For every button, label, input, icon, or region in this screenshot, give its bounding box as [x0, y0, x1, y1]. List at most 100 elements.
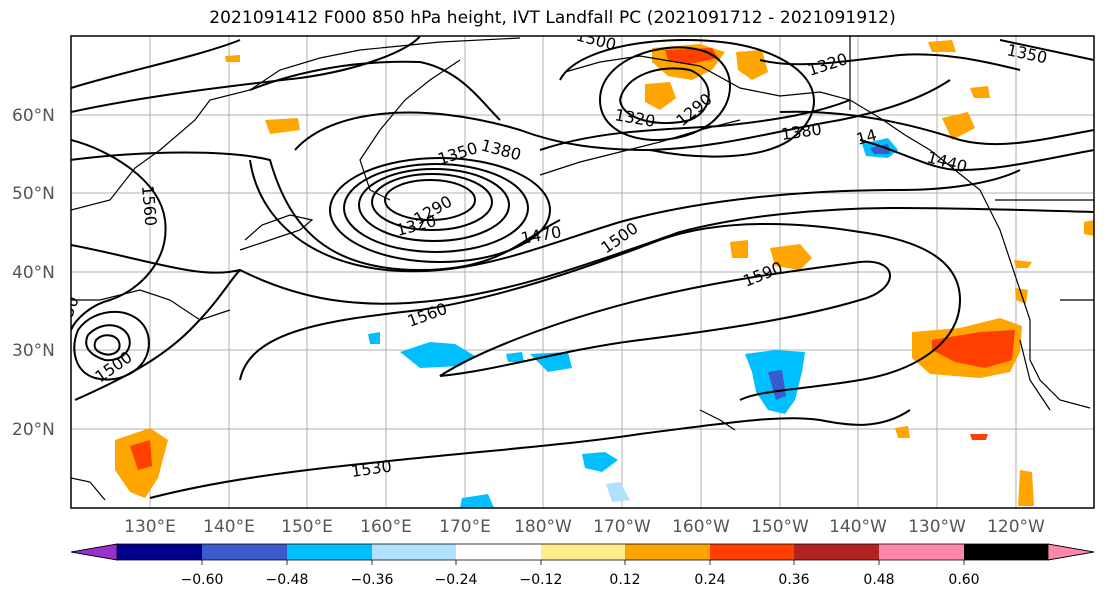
lon-label: 120°W — [987, 517, 1045, 537]
ivt-positive-small-2 — [1014, 260, 1032, 268]
contour-1560 — [239, 222, 962, 401]
ivt-negative-midpac-3 — [506, 352, 524, 362]
coast-hawaii — [699, 409, 736, 431]
coast-korea-china — [71, 289, 231, 321]
ivt-positive-small-7 — [225, 55, 240, 62]
ivt-positive-baja — [1018, 470, 1034, 506]
lon-label: 150°W — [751, 517, 809, 537]
coast-japan — [239, 214, 314, 251]
colorbar-extend-left — [70, 543, 118, 561]
contour-typhoon-2 — [93, 334, 121, 356]
latitude-labels: 60°N 50°N 40°N 30°N 20°N — [12, 106, 55, 440]
lon-label: 150°E — [281, 517, 333, 537]
contour-1440 — [859, 139, 1094, 172]
colorbar-tick-label: −0.60 — [181, 572, 224, 588]
ivt-negative-central-core — [768, 370, 786, 400]
colorbar-swatch — [794, 544, 879, 560]
coast-baja — [1019, 339, 1051, 411]
contour-1590 — [439, 260, 891, 377]
contour-1350-arctic — [999, 39, 1094, 61]
colorbar-swatch — [456, 544, 541, 560]
map-frame — [70, 35, 1095, 509]
coast-aleutians — [539, 119, 741, 176]
colorbar-swatch — [964, 544, 1048, 560]
lat-label: 40°N — [12, 263, 55, 283]
coast-philippines — [71, 477, 106, 501]
lat-label: 50°N — [12, 184, 55, 204]
colorbar-swatch — [710, 544, 794, 560]
lat-label: 20°N — [12, 420, 55, 440]
colorbar-tick-label: −0.24 — [435, 572, 478, 588]
contour-1320-arctic — [759, 53, 1021, 71]
contour-low-core-1 — [384, 179, 476, 221]
contour-1560-west — [71, 139, 167, 331]
lon-label: 160°E — [360, 517, 412, 537]
ivt-negative-south-2 — [460, 494, 494, 508]
lon-label: 180°W — [514, 517, 572, 537]
colorbar-outline — [70, 543, 1095, 561]
colorbar-tick-label: −0.12 — [520, 572, 563, 588]
contour-label: 14 — [854, 125, 879, 149]
coast-alaska — [564, 55, 991, 211]
contour-low-core-4 — [343, 163, 529, 253]
ivt-negative-south-3 — [606, 482, 630, 502]
colorbar-tick-label: 0.24 — [694, 572, 725, 588]
lon-label: 160°W — [672, 517, 730, 537]
colorbar-tick-label: 0.48 — [863, 572, 894, 588]
contour-1500 — [71, 206, 1094, 305]
lat-label: 30°N — [12, 341, 55, 361]
ivt-shading — [115, 40, 1094, 508]
ivt-negative-gulf-alaska-core — [870, 144, 890, 154]
colorbar-swatch — [372, 544, 456, 560]
ivt-negative-south-1 — [582, 452, 618, 472]
ivt-positive-gulf-alaska-east — [942, 112, 975, 140]
ivt-positive-central-north — [770, 244, 812, 270]
contour-typhoon — [85, 324, 131, 362]
contour-1350-north — [559, 39, 815, 158]
contour-low-core-2 — [371, 173, 493, 231]
lon-label: 140°E — [203, 517, 255, 537]
height-contours — [71, 36, 1094, 499]
lon-label: 170°W — [593, 517, 651, 537]
map-panel[interactable]: 1350 1380 1320 1290 1470 1500 1560 1590 … — [58, 26, 1095, 509]
ivt-positive-small-6 — [970, 434, 988, 440]
contour-label: 1560 — [138, 185, 160, 227]
ivt-negative-midpac-1 — [400, 342, 475, 368]
colorbar-swatch — [287, 544, 372, 560]
colorbar-tick-label: 0.36 — [778, 572, 809, 588]
longitude-labels: 130°E 140°E 150°E 160°E 170°E 180°W 170°… — [124, 517, 1045, 537]
contour-1500-south — [74, 269, 241, 401]
colorbar-tick-label: −0.48 — [266, 572, 309, 588]
ivt-strong-west-pacific — [130, 440, 152, 470]
colorbar-extend-right — [1047, 543, 1095, 561]
contour-label: 50 — [58, 294, 83, 320]
contour-typhoon-3 — [73, 310, 150, 381]
ivt-negative-small-1 — [368, 332, 380, 344]
colorbar-swatch — [625, 544, 710, 560]
contour-1410 — [71, 151, 561, 272]
ivt-positive-small-5 — [970, 86, 990, 98]
colorbar: −0.60 −0.48 −0.36 −0.24 −0.12 0.12 0.24 … — [70, 543, 1095, 588]
contour-1290-alaska — [618, 67, 710, 124]
colorbar-tick-label: −0.36 — [351, 572, 394, 588]
coastlines — [71, 36, 1094, 501]
colorbar-swatch — [202, 544, 287, 560]
colorbar-swatch — [117, 544, 202, 560]
contour-low-core-5 — [329, 157, 551, 263]
ivt-positive-bering-south — [645, 82, 676, 110]
colorbar-tick-label: 0.12 — [609, 572, 640, 588]
ivt-positive-small-1 — [895, 426, 910, 438]
lon-label: 130°E — [124, 517, 176, 537]
coast-kamchatka — [359, 59, 461, 201]
colorbar-ticks — [201, 560, 965, 565]
contour-north-east-upper — [539, 99, 851, 151]
map-title: 2021091412 F000 850 hPa height, IVT Land… — [209, 8, 896, 28]
colorbar-swatch — [879, 544, 964, 560]
lon-label: 140°W — [829, 517, 887, 537]
contour-north-upper-2 — [71, 39, 241, 89]
ivt-positive-northeast-corner — [928, 40, 956, 52]
contour-1470 — [249, 159, 1021, 273]
ivt-positive-central-north-2 — [730, 240, 748, 258]
contour-1410-east — [779, 110, 1094, 146]
